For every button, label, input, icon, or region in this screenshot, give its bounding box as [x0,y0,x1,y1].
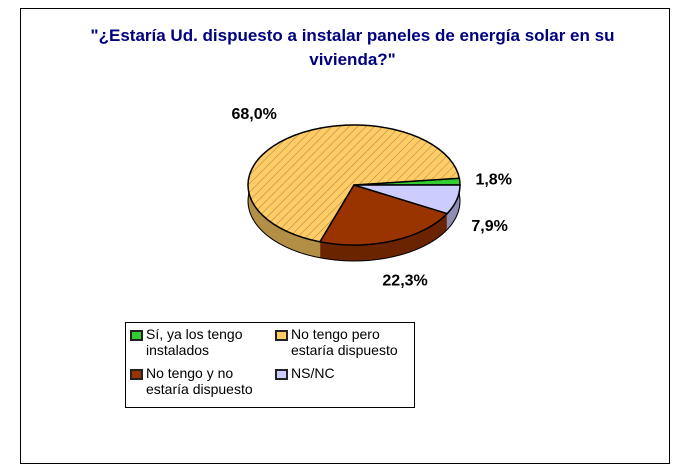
slice [353,184,461,215]
chart-title: "¿Estaría Ud. dispuesto a instalar panel… [90,26,615,69]
legend-key [275,330,288,341]
legend-label: Sí, ya los tengo instalados [146,326,243,358]
legend-item: No tengo pero estaría dispuesto [273,326,418,365]
legend: Sí, ya los tengo instalados No tengo pero… [125,322,415,408]
data-label: 1,8% [475,172,511,189]
slice [318,184,449,246]
legend-key [130,369,143,380]
slice-hatch [248,125,460,242]
legend-key [275,369,288,380]
legend-item: No tengo y no estaría dispuesto [128,365,273,404]
data-label: 68,0% [232,106,277,123]
legend-item: NS/NC [273,365,418,404]
chart-frame [20,8,670,464]
data-label: 7,9% [471,218,507,235]
legend-label: No tengo pero estaría dispuesto [291,326,398,358]
legend-label: NS/NC [291,365,335,381]
legend-label: No tengo y no estaría dispuesto [146,365,253,397]
legend-key [130,330,143,341]
legend-item: Sí, ya los tengo instalados [128,326,273,365]
data-label: 22,3% [382,272,427,289]
